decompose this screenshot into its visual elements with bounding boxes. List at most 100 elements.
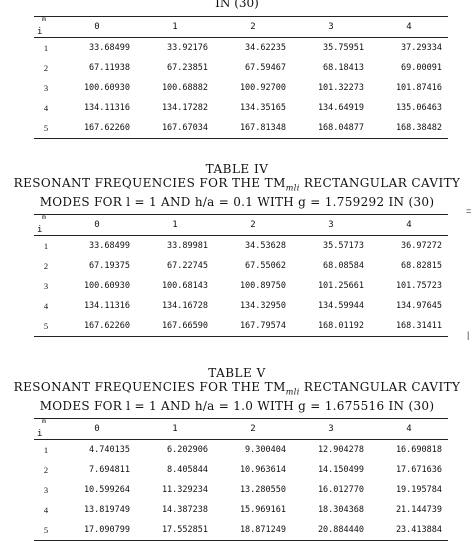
table-cell: 23.413884 bbox=[370, 520, 448, 541]
table-cell: 11.329234 bbox=[161, 485, 208, 495]
table-title: TABLE IV bbox=[205, 162, 269, 176]
table-cell: 67.19375 bbox=[89, 261, 130, 271]
previous-table-caption-fragment: IN (30) bbox=[215, 0, 259, 10]
table-cell: 69.00091 bbox=[401, 63, 442, 73]
table-cell: 18.871249 bbox=[214, 520, 292, 541]
table-cell: 7.694811 bbox=[89, 465, 130, 475]
table-row: 4 134.11316 134.16728 134.32950 134.5994… bbox=[34, 296, 448, 316]
table-cell: 6.202906 bbox=[167, 445, 208, 455]
row-index: 5 bbox=[34, 520, 58, 541]
row-index: 4 bbox=[43, 505, 49, 515]
table-cell: 168.31411 bbox=[370, 316, 448, 337]
table-cell: 20.884440 bbox=[292, 520, 370, 541]
table-cell: 135.06463 bbox=[395, 103, 442, 113]
table-cell: 167.67034 bbox=[136, 118, 214, 139]
i-label: i bbox=[37, 27, 43, 37]
m-label: m bbox=[42, 15, 46, 23]
column-header: 0 bbox=[58, 214, 136, 236]
table-cell: 100.60930 bbox=[83, 83, 130, 93]
row-index: 5 bbox=[34, 316, 58, 337]
table-cell: 134.17282 bbox=[161, 103, 208, 113]
table-cell: 9.300404 bbox=[245, 445, 286, 455]
table-v: m i 0 1 2 3 4 1 4.740135 6.202906 9.3004… bbox=[34, 417, 448, 541]
table-cell: 134.59944 bbox=[317, 301, 364, 311]
table-row: 4 134.11316 134.17282 134.35165 134.6491… bbox=[34, 98, 448, 118]
row-index: 3 bbox=[43, 281, 49, 291]
table-cell: 100.89750 bbox=[239, 281, 286, 291]
table-iv: m i 0 1 2 3 4 1 33.68499 33.89981 34.536… bbox=[34, 213, 448, 337]
table-cell: 8.405844 bbox=[167, 465, 208, 475]
table-cell: 36.97272 bbox=[401, 241, 442, 251]
table-cell: 19.195784 bbox=[395, 485, 442, 495]
row-index: 4 bbox=[43, 301, 49, 311]
table-cell: 100.68143 bbox=[161, 281, 208, 291]
margin-dash-mark: = bbox=[466, 206, 472, 216]
column-header: 1 bbox=[136, 16, 214, 38]
row-index: 3 bbox=[43, 83, 49, 93]
column-header: 0 bbox=[58, 418, 136, 440]
row-index: 1 bbox=[43, 43, 49, 53]
table-cell: 134.16728 bbox=[161, 301, 208, 311]
table-cell: 10.599264 bbox=[83, 485, 130, 495]
table-cell: 34.53628 bbox=[245, 241, 286, 251]
table-cell: 167.79574 bbox=[214, 316, 292, 337]
table-row: 1 4.740135 6.202906 9.300404 12.904278 1… bbox=[34, 440, 448, 461]
table-cell: 134.64919 bbox=[317, 103, 364, 113]
caption-line-2: MODES FOR l = 1 AND h/a = 1.0 WITH g = 1… bbox=[39, 399, 435, 414]
i-label: i bbox=[37, 429, 43, 439]
column-header: 0 bbox=[58, 16, 136, 38]
row-index: 1 bbox=[43, 445, 49, 455]
row-index: 2 bbox=[43, 465, 49, 475]
table-cell: 34.62235 bbox=[245, 43, 286, 53]
table-cell: 67.55062 bbox=[245, 261, 286, 271]
table-cell: 100.92700 bbox=[239, 83, 286, 93]
table-cell: 168.01192 bbox=[292, 316, 370, 337]
table-cell: 17.090799 bbox=[58, 520, 136, 541]
table-cell: 167.62260 bbox=[58, 316, 136, 337]
table-cell: 33.89981 bbox=[167, 241, 208, 251]
table-cell: 14.150499 bbox=[317, 465, 364, 475]
table-cell: 101.32273 bbox=[317, 83, 364, 93]
table-cell: 37.29334 bbox=[401, 43, 442, 53]
caption-line-1: RESONANT FREQUENCIES FOR THE TMmli RECTA… bbox=[13, 380, 461, 397]
table-cell: 101.25661 bbox=[317, 281, 364, 291]
table-cell: 16.690818 bbox=[395, 445, 442, 455]
table-cell: 17.671636 bbox=[395, 465, 442, 475]
corner-header: m i bbox=[34, 213, 58, 236]
table-row: 3 100.60930 100.68882 100.92700 101.3227… bbox=[34, 78, 448, 98]
table-cell: 101.87416 bbox=[395, 83, 442, 93]
table-cell: 33.68499 bbox=[89, 241, 130, 251]
table-cell: 100.60930 bbox=[83, 281, 130, 291]
table-cell: 68.08584 bbox=[323, 261, 364, 271]
table-cell: 14.387238 bbox=[161, 505, 208, 515]
table-cell: 101.75723 bbox=[395, 281, 442, 291]
m-label: m bbox=[42, 213, 46, 221]
column-header: 4 bbox=[370, 214, 448, 236]
table-cell: 67.22745 bbox=[167, 261, 208, 271]
table-cell: 17.552851 bbox=[136, 520, 214, 541]
table-cell: 35.75951 bbox=[323, 43, 364, 53]
table-cell: 21.144739 bbox=[395, 505, 442, 515]
table-row: 2 67.19375 67.22745 67.55062 68.08584 68… bbox=[34, 256, 448, 276]
table-cell: 134.35165 bbox=[239, 103, 286, 113]
margin-tick-mark: | bbox=[467, 330, 470, 340]
row-index: 2 bbox=[43, 63, 49, 73]
table-row: 1 33.68499 33.89981 34.53628 35.57173 36… bbox=[34, 236, 448, 257]
table-cell: 167.66590 bbox=[136, 316, 214, 337]
table-cell: 16.012770 bbox=[317, 485, 364, 495]
table-cell: 168.38482 bbox=[370, 118, 448, 139]
table-cell: 18.304368 bbox=[317, 505, 364, 515]
table-row: 2 67.11938 67.23851 67.59467 68.18413 69… bbox=[34, 58, 448, 78]
table-row: 3 100.60930 100.68143 100.89750 101.2566… bbox=[34, 276, 448, 296]
column-header: 3 bbox=[292, 418, 370, 440]
table-cell: 10.963614 bbox=[239, 465, 286, 475]
caption-line-2: MODES FOR l = 1 AND h/a = 0.1 WITH g = 1… bbox=[39, 195, 435, 210]
table-title: TABLE V bbox=[208, 366, 266, 380]
table-cell: 167.62260 bbox=[58, 118, 136, 139]
table-cell: 13.819749 bbox=[83, 505, 130, 515]
table-row: 4 13.819749 14.387238 15.969161 18.30436… bbox=[34, 500, 448, 520]
m-label: m bbox=[42, 417, 46, 425]
column-header: 1 bbox=[136, 214, 214, 236]
table-cell: 67.11938 bbox=[89, 63, 130, 73]
